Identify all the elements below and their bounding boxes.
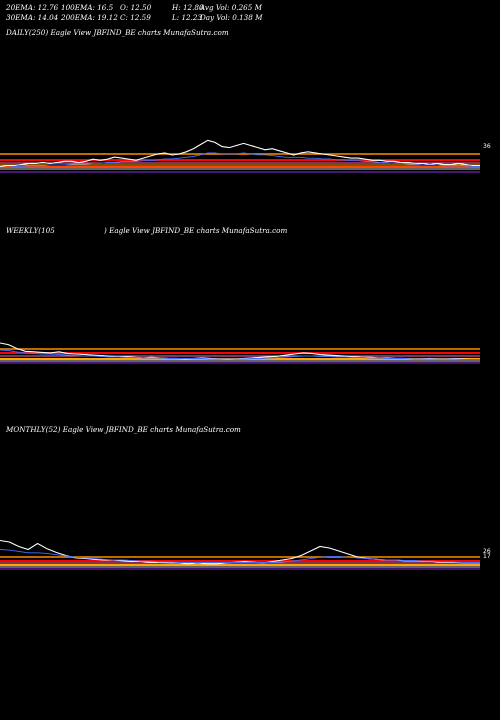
- stat-open: O: 12.50: [120, 3, 152, 12]
- ema-line: [0, 152, 480, 168]
- monthly-chart-title: MONTHLY(52) Eagle View JBFIND_BE charts …: [6, 425, 241, 434]
- stat-ema200: 200EMA: 19.12: [61, 13, 118, 22]
- tick-label: 36: [483, 143, 491, 150]
- tick-label: 26: [483, 548, 491, 555]
- stat-high: H: 12.80: [172, 3, 204, 12]
- stat-day-vol: Day Vol: 0.138 M: [200, 13, 263, 22]
- daily-chart: 36: [0, 139, 491, 173]
- weekly-chart-title: WEEKLY(105 ) Eagle View JBFIND_BE charts…: [6, 226, 287, 235]
- ema-line: [0, 349, 480, 360]
- weekly-title-right: ) Eagle View JBFIND_BE charts MunafaSutr…: [104, 226, 288, 235]
- stat-ema20: 20EMA: 12.76: [6, 3, 59, 12]
- stat-close: C: 12.59: [120, 13, 151, 22]
- daily-chart-title: DAILY(250) Eagle View JBFIND_BE charts M…: [6, 28, 229, 37]
- weekly-title-left: WEEKLY(105: [6, 226, 55, 235]
- stat-low: L: 12.23: [172, 13, 203, 22]
- stat-avg-vol: Avg Vol: 0.265 M: [200, 3, 262, 12]
- ema-line: [0, 549, 480, 563]
- stat-ema30: 30EMA: 14.04: [6, 13, 59, 22]
- price-line: [0, 139, 480, 168]
- price-line: [0, 342, 480, 361]
- weekly-chart: [0, 342, 480, 364]
- tick-label: 17: [483, 553, 491, 560]
- stat-ema100: 100EMA: 16.5: [61, 3, 114, 12]
